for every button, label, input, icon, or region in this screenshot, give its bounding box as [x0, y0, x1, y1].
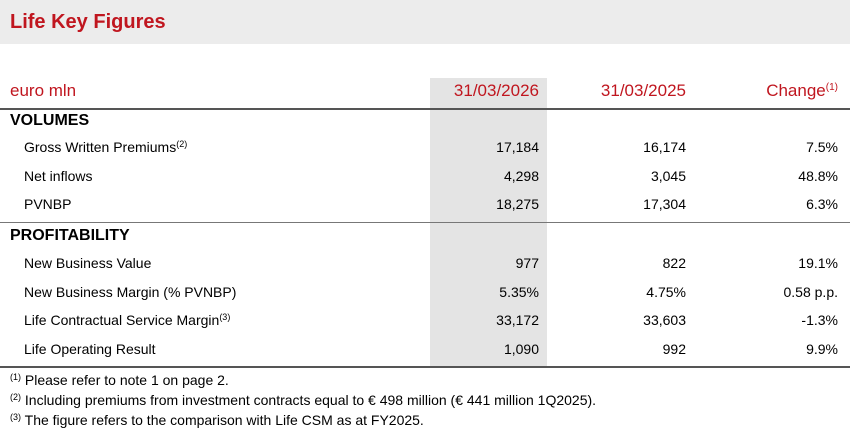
value-2025: 3,045 [650, 168, 686, 184]
value-change: -1.3% [801, 312, 838, 328]
value-change: 48.8% [798, 168, 838, 184]
value-2026: 977 [515, 255, 539, 271]
table-row: New Business Value 977 822 19.1% [0, 255, 850, 275]
row-label: New Business Value [24, 255, 152, 271]
footnote-3: (3) The figure refers to the comparison … [10, 412, 424, 428]
section-divider [0, 222, 850, 223]
title-bar [0, 0, 850, 44]
value-2026: 5.35% [499, 284, 539, 300]
value-2025: 822 [662, 255, 686, 271]
table-row: Net inflows 4,298 3,045 48.8% [0, 168, 850, 188]
column-header-2025: 31/03/2025 [600, 81, 686, 100]
row-label: Net inflows [24, 168, 93, 184]
page-title: Life Key Figures [10, 11, 166, 33]
value-2025: 4.75% [646, 284, 686, 300]
table-row: New Business Margin (% PVNBP) 5.35% 4.75… [0, 284, 850, 304]
value-change: 9.9% [806, 341, 838, 357]
value-change: 19.1% [798, 255, 838, 271]
table-row: Life Operating Result 1,090 992 9.9% [0, 341, 850, 361]
value-2025: 33,603 [643, 312, 686, 328]
value-change: 0.58 p.p. [783, 284, 839, 300]
section-title-profitability: PROFITABILITY [10, 227, 130, 244]
row-label: New Business Margin (% PVNBP) [24, 284, 237, 300]
value-2026: 4,298 [503, 168, 539, 184]
value-2026: 1,090 [503, 341, 539, 357]
unit-label: euro mln [10, 81, 77, 100]
column-header-2026: 31/03/2026 [453, 81, 539, 100]
value-2026: 18,275 [496, 196, 539, 212]
value-2025: 17,304 [643, 196, 686, 212]
footnote-mark: (1) [825, 82, 838, 93]
value-2025: 992 [662, 341, 686, 357]
value-change: 7.5% [806, 139, 838, 155]
row-label: PVNBP [24, 196, 72, 212]
column-header-change: Change(1) [766, 81, 838, 100]
value-2025: 16,174 [643, 139, 686, 155]
row-label: Life Operating Result [24, 341, 156, 357]
table-row: Gross Written Premiums(2) 17,184 16,174 … [0, 139, 850, 159]
value-2026: 17,184 [496, 139, 539, 155]
value-2026: 33,172 [496, 312, 539, 328]
value-change: 6.3% [806, 196, 838, 212]
row-label: Gross Written Premiums(2) [24, 139, 188, 155]
table-row: Life Contractual Service Margin(3) 33,17… [0, 312, 850, 332]
table-bottom-divider [0, 366, 850, 368]
footnote-2: (2) Including premiums from investment c… [10, 392, 597, 408]
footnote-1: (1) Please refer to note 1 on page 2. [10, 372, 229, 388]
row-label: Life Contractual Service Margin(3) [24, 312, 231, 328]
section-title-volumes: VOLUMES [10, 112, 90, 129]
header-divider [0, 108, 850, 110]
table-row: PVNBP 18,275 17,304 6.3% [0, 196, 850, 216]
